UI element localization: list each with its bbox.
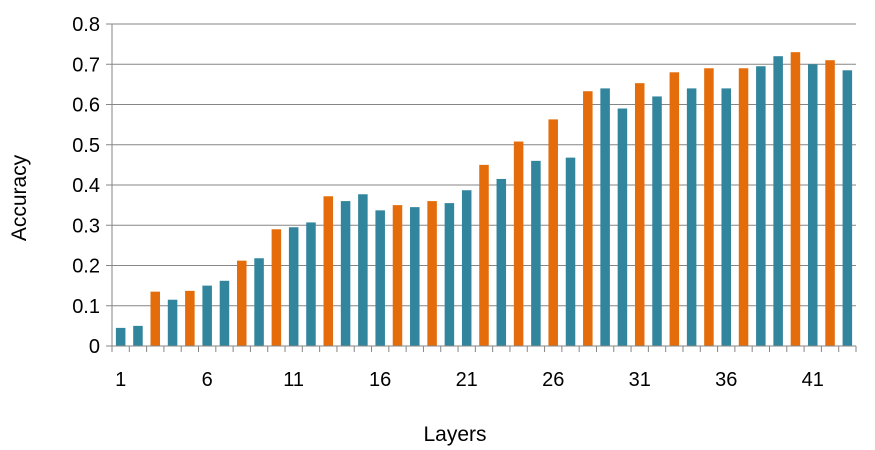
y-tick-label: 0.8 bbox=[72, 14, 100, 36]
bar bbox=[704, 68, 714, 347]
bar bbox=[617, 108, 628, 347]
bar bbox=[513, 141, 524, 346]
y-tick-label: 0.5 bbox=[72, 135, 100, 157]
x-tick-label: 26 bbox=[542, 369, 564, 391]
bar bbox=[669, 72, 680, 347]
bar bbox=[773, 56, 783, 346]
bar bbox=[652, 96, 662, 346]
bar bbox=[634, 83, 645, 346]
y-tick-label: 0 bbox=[89, 336, 100, 358]
bar bbox=[340, 201, 351, 346]
x-tick-label: 6 bbox=[202, 369, 213, 391]
bar bbox=[115, 327, 126, 346]
x-tick-label: 36 bbox=[715, 369, 737, 391]
bar bbox=[686, 88, 697, 347]
bar bbox=[807, 64, 818, 346]
bar bbox=[496, 178, 507, 346]
bar bbox=[202, 285, 212, 346]
x-tick-label: 41 bbox=[802, 369, 824, 391]
bar bbox=[254, 258, 264, 346]
axes bbox=[106, 23, 857, 352]
x-tick-label: 21 bbox=[456, 369, 478, 391]
bar bbox=[375, 210, 385, 346]
y-tick-label: 0.6 bbox=[72, 95, 100, 117]
bar bbox=[150, 291, 161, 346]
x-tick-label: 1 bbox=[115, 369, 126, 391]
y-tick-labels: 0 0.1 0.2 0.3 0.4 0.5 0.6 0.7 0.8 bbox=[72, 14, 100, 358]
bar bbox=[219, 280, 230, 346]
bar bbox=[548, 119, 558, 346]
bar bbox=[479, 164, 489, 346]
bar bbox=[842, 70, 853, 346]
bar bbox=[583, 91, 593, 346]
bar bbox=[185, 290, 195, 346]
x-tick-label: 11 bbox=[283, 369, 304, 391]
bar bbox=[167, 299, 178, 346]
bar bbox=[237, 260, 247, 346]
y-tick-label: 0.1 bbox=[72, 296, 100, 318]
bar bbox=[410, 207, 420, 346]
bar bbox=[444, 203, 455, 346]
bar bbox=[721, 88, 731, 347]
y-tick-label: 0.7 bbox=[72, 54, 100, 76]
x-tick-label: 31 bbox=[629, 369, 651, 391]
bar bbox=[461, 190, 472, 346]
bars bbox=[115, 52, 853, 347]
x-axis-title: Layers bbox=[423, 423, 486, 446]
bar bbox=[358, 194, 368, 346]
y-tick-label: 0.2 bbox=[72, 256, 100, 278]
bar bbox=[306, 222, 316, 346]
bar bbox=[565, 157, 576, 346]
bar bbox=[271, 229, 282, 346]
x-tick-label: 16 bbox=[369, 369, 391, 391]
y-axis-title: Accuracy bbox=[8, 154, 31, 241]
y-tick-label: 0.4 bbox=[72, 175, 100, 197]
bar bbox=[600, 88, 610, 347]
bar bbox=[288, 227, 299, 346]
y-tick-label: 0.3 bbox=[72, 215, 100, 237]
x-tick-labels: 1 6 11 16 21 26 31 36 41 bbox=[115, 369, 824, 391]
bar bbox=[427, 201, 437, 346]
bar bbox=[133, 325, 143, 346]
bar bbox=[323, 196, 334, 346]
bar bbox=[392, 205, 403, 346]
bar bbox=[531, 160, 541, 346]
bar bbox=[825, 60, 835, 346]
bar bbox=[756, 66, 766, 346]
bar bbox=[738, 68, 749, 347]
bar bbox=[790, 52, 801, 347]
